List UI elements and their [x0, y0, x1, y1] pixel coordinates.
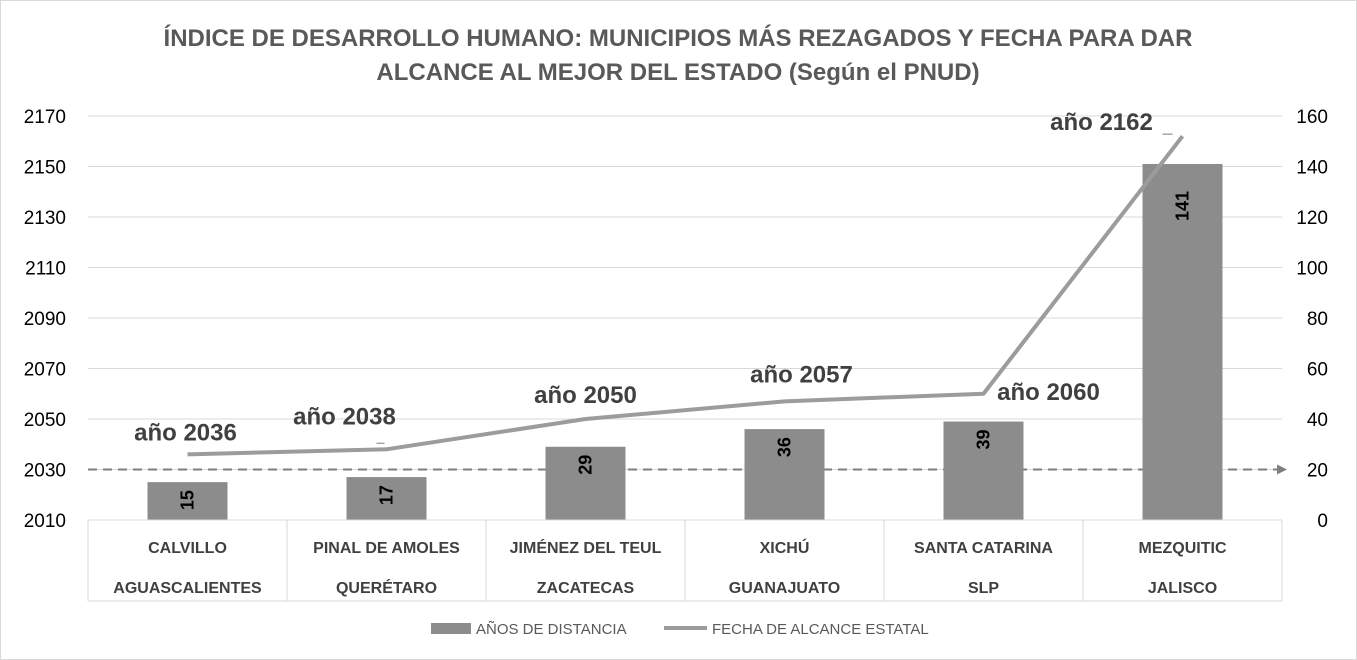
y-left-tick-label: 2130 — [24, 208, 66, 229]
bar-value-label: 15 — [178, 490, 198, 510]
legend-label-line: FECHA DE ALCANCE ESTATAL — [712, 621, 929, 638]
category-label-estado: ZACATECAS — [537, 580, 635, 597]
bar-value-label: 36 — [775, 437, 795, 457]
category-label-municipio: SANTA CATARINA — [914, 540, 1053, 557]
y-left-tick-label: 2170 — [24, 107, 66, 128]
category-label-estado: GUANAJUATO — [729, 580, 840, 597]
y-right-tick-label: 20 — [1307, 461, 1328, 482]
category-label-municipio: PINAL DE AMOLES — [313, 540, 460, 557]
category-label-estado: AGUASCALIENTES — [113, 580, 262, 597]
line-value-label: año 2038 — [293, 403, 396, 430]
gridlines — [88, 115, 1282, 470]
bar — [744, 429, 825, 520]
line-value-label: año 2060 — [997, 379, 1100, 406]
y-right-tick-label: 100 — [1296, 259, 1328, 280]
line-value-label: año 2057 — [750, 361, 853, 388]
legend-label-bar: AÑOS DE DISTANCIA — [476, 621, 627, 638]
bar-series: 15 17 29 36 39 141 — [147, 163, 1223, 520]
y-right-tick-label: 80 — [1307, 309, 1328, 330]
y-right-tick-label: 140 — [1296, 158, 1328, 179]
y-left-tick-label: 2150 — [24, 158, 66, 179]
y-right-tick-label: 120 — [1296, 208, 1328, 229]
legend: AÑOS DE DISTANCIA FECHA DE ALCANCE ESTATA… — [431, 621, 929, 638]
legend-swatch-bar — [431, 623, 471, 634]
line-value-label: año 2162 — [1050, 109, 1153, 136]
y-left-tick-label: 2050 — [24, 410, 66, 431]
line-value-label: año 2050 — [534, 382, 637, 409]
category-label-estado: SLP — [968, 580, 999, 597]
category-label-estado: JALISCO — [1148, 580, 1217, 597]
bar-value-label: 29 — [576, 455, 596, 475]
y-left-tick-label: 2030 — [24, 461, 66, 482]
chart-title-line-1: ÍNDICE DE DESARROLLO HUMANO: MUNICIPIOS … — [164, 24, 1193, 52]
y-left-tick-label: 2110 — [25, 259, 66, 280]
line-value-label: año 2036 — [134, 419, 237, 446]
bar — [147, 482, 228, 520]
bar — [346, 477, 427, 520]
category-label-municipio: MEZQUITIC — [1139, 540, 1227, 557]
y-left-tick-label: 2010 — [24, 511, 66, 532]
line-path — [187, 134, 1185, 457]
bar — [545, 446, 626, 520]
bar-value-label: 39 — [974, 430, 994, 450]
y-right-tick-label: 0 — [1317, 511, 1328, 532]
y-right-tick-label: 60 — [1307, 360, 1328, 381]
axes: 2010 2030 2050 2070 2090 2110 2130 2150 2170 0 20 4… — [24, 107, 1328, 602]
category-label-municipio: CALVILLO — [148, 540, 227, 557]
y-right-tick-label: 40 — [1307, 410, 1328, 431]
y-left-tick-label: 2070 — [24, 360, 66, 381]
y-right-tick-label: 160 — [1296, 107, 1328, 128]
category-label-estado: QUERÉTARO — [336, 578, 437, 597]
bar-value-label: 141 — [1173, 191, 1193, 221]
chart-title-line-2: ALCANCE AL MEJOR DEL ESTADO (Según el PN… — [376, 59, 979, 86]
y-left-tick-label: 2090 — [24, 309, 66, 330]
category-label-municipio: XICHÚ — [760, 538, 810, 557]
bar — [1142, 163, 1223, 520]
line-series: año 2036 año 2038 año 2050 año 2057 año 2060… — [134, 109, 1185, 457]
bar-value-label: 17 — [377, 485, 397, 505]
category-label-municipio: JIMÉNEZ DEL TEUL — [510, 538, 662, 557]
bar — [943, 421, 1024, 520]
